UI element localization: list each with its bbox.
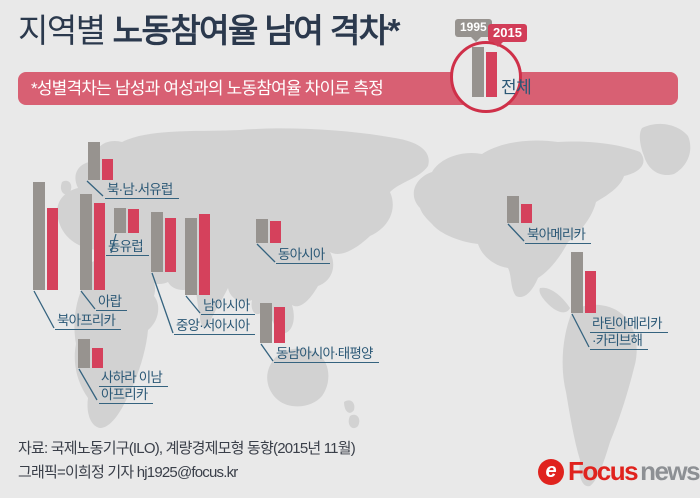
region-label-e-asia: 동아시아 <box>276 247 331 264</box>
footer-credit: 그래픽=이희정 기자 hj1925@focus.kr <box>18 464 238 481</box>
region-label-se-asia-pacific: 동남아시아·태평양 <box>274 346 379 363</box>
region-label-line: 북아메리카 <box>525 227 592 244</box>
region-label-line: 동유럽 <box>106 239 149 256</box>
region-label-line: 동아시아 <box>276 247 331 264</box>
region-label-line: 북아프리카 <box>55 313 122 330</box>
bar-2015-e-europe <box>128 209 139 233</box>
bar-2015-n-africa <box>47 208 58 290</box>
region-label-nsw-europe: 북·남·서유럽 <box>105 182 179 199</box>
bar-1995-cw-asia <box>151 212 163 272</box>
bar-1995-e-europe <box>114 208 126 233</box>
bar-1995-s-asia <box>185 218 197 295</box>
bar-1995-latam-caribbean <box>571 252 583 313</box>
footer-source: 자료: 국제노동기구(ILO), 계량경제모형 동향(2015년 11월) <box>18 440 356 457</box>
region-label-line: 라틴아메리카 <box>590 316 668 333</box>
region-central-america <box>539 287 570 313</box>
region-label-cw-asia: 중앙·서아시아 <box>174 318 256 335</box>
legend-tag-2015: 2015 <box>488 24 527 47</box>
bar-1995-total <box>472 47 484 97</box>
region-label-line: 아랍 <box>96 294 128 311</box>
bar-1995-e-asia <box>256 219 268 243</box>
region-label-line: 아프리카 <box>99 387 154 404</box>
island-japan <box>330 222 340 242</box>
bar-2015-s-asia <box>199 214 210 295</box>
region-label-latam-caribbean: 라틴아메리카 ·카리브해 <box>590 316 668 350</box>
island-new-zealand <box>344 400 355 413</box>
region-label-line: 중앙·서아시아 <box>174 318 256 335</box>
island-greenland <box>639 123 691 176</box>
focusnews-swirl-icon: e <box>538 458 564 485</box>
bar-2015-cw-asia <box>165 218 176 272</box>
region-label-arab: 아랍 <box>96 294 128 311</box>
region-label-n-america: 북아메리카 <box>525 227 592 244</box>
bar-2015-nsw-europe <box>102 159 113 180</box>
page-title: 지역별 노동참여율 남여 격차* <box>18 10 401 52</box>
bar-1995-sub-saharan-africa <box>78 339 90 368</box>
bar-2015-arab <box>94 203 105 290</box>
bar-1995-n-africa <box>33 182 45 290</box>
bar-1995-se-asia-pacific <box>260 303 272 343</box>
island-new-zealand-south <box>348 414 360 429</box>
focusnews-logo-word-red: Focus <box>568 456 639 486</box>
region-label-line: 북·남·서유럽 <box>105 182 179 199</box>
bar-2015-total <box>486 52 497 97</box>
region-label-sub-saharan-africa: 사하라 이남 아프리카 <box>99 370 169 404</box>
continent-south-america <box>562 304 637 487</box>
legend-tag-1995: 1995 <box>455 19 492 42</box>
subtitle-banner: *성별격차는 남성과 여성과의 노동참여율 차이로 측정 <box>18 72 678 105</box>
bar-1995-n-america <box>507 196 519 223</box>
region-label-line: ·카리브해 <box>590 333 649 350</box>
bar-2015-se-asia-pacific <box>274 307 285 343</box>
region-label-line: 사하라 이남 <box>99 370 169 387</box>
region-label-n-africa: 북아프리카 <box>55 313 122 330</box>
bar-2015-sub-saharan-africa <box>92 348 103 368</box>
region-label-e-europe: 동유럽 <box>106 239 149 256</box>
bar-2015-latam-caribbean <box>585 271 596 313</box>
region-label-line: 남아시아 <box>201 298 256 315</box>
bar-1995-arab <box>80 194 92 290</box>
bar-2015-n-america <box>521 204 532 223</box>
bar-2015-e-asia <box>270 221 281 243</box>
legend-total-label: 전체 <box>501 78 532 97</box>
region-label-s-asia: 남아시아 <box>201 298 256 315</box>
page-title-regular: 지역별 <box>18 12 106 49</box>
island-britain <box>60 180 72 195</box>
continent-eurasia <box>57 128 429 334</box>
bar-1995-nsw-europe <box>88 142 100 180</box>
region-label-line: 동남아시아·태평양 <box>274 346 379 363</box>
page-title-bold: 노동참여율 남여 격차* <box>112 12 401 49</box>
focusnews-logo: e Focus news <box>538 456 700 487</box>
focusnews-logo-word-gray: news <box>640 456 700 486</box>
